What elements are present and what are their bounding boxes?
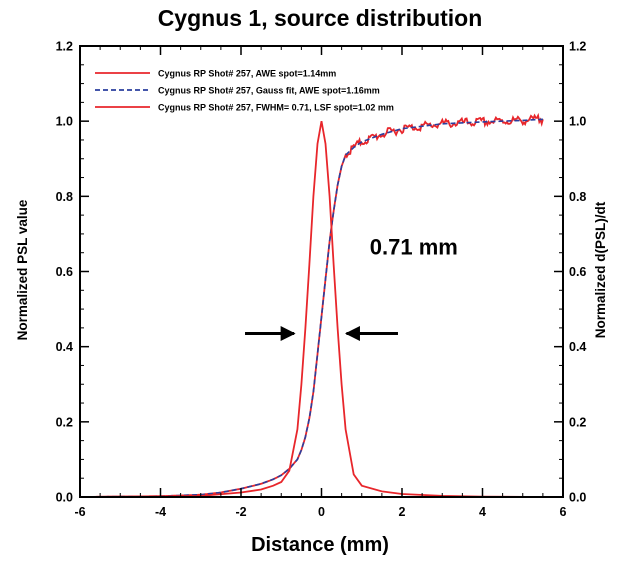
y-tick-label: 0.8 [56, 190, 73, 204]
x-tick-label: 0 [318, 505, 325, 519]
y-tick-label-right: 0.4 [569, 340, 586, 354]
x-axis-label: Distance (mm) [251, 534, 389, 556]
y-tick-label: 1.0 [56, 115, 73, 129]
legend-label-2: Cygnus RP Shot# 257, Gauss fit, AWE spot… [158, 86, 380, 96]
y-tick-label-right: 0.2 [569, 415, 586, 429]
series-line-2 [80, 118, 543, 497]
y-tick-label-right: 1.0 [569, 115, 586, 129]
x-tick-label: 4 [479, 505, 486, 519]
y-axis-label: Normalized PSL value [15, 199, 30, 340]
y-tick-label: 0.6 [56, 265, 73, 279]
plot-frame [79, 45, 564, 498]
annotations: 0.71 mm [245, 235, 458, 342]
legend-label-3: Cygnus RP Shot# 257, FWHM= 0.71, LSF spo… [158, 103, 394, 113]
y-tick-label: 1.2 [56, 40, 73, 54]
legend-label-1: Cygnus RP Shot# 257, AWE spot=1.14mm [158, 69, 336, 79]
y-tick-label: 0.0 [56, 491, 73, 505]
legend: Cygnus RP Shot# 257, AWE spot=1.14mm Cygn… [95, 69, 394, 113]
y-tick-label: 0.4 [56, 340, 73, 354]
x-tick-label: -2 [235, 505, 246, 519]
x-tick-label: 6 [560, 505, 567, 519]
y-tick-label: 0.2 [56, 415, 73, 429]
y-tick-label-right: 1.2 [569, 40, 586, 54]
y-tick-label-right: 0.8 [569, 190, 586, 204]
x-tick-label: -6 [74, 505, 85, 519]
x-tick-label: -4 [155, 505, 166, 519]
series-line-1 [80, 112, 544, 497]
chart-title: Cygnus 1, source distribution [158, 5, 483, 31]
axes: -6 -4 -2 0 2 4 60.00.20.40.60.81.01.20.00.20.4… [56, 40, 587, 520]
series-line-3 [80, 121, 543, 497]
plot-area [80, 112, 544, 497]
fwhm-annotation: 0.71 mm [370, 235, 458, 260]
y-axis-label-right: Normalized d(PSL)/dt [593, 201, 608, 338]
y-tick-label-right: 0.6 [569, 265, 586, 279]
y-tick-label-right: 0.0 [569, 491, 586, 505]
x-tick-label: 2 [399, 505, 406, 519]
